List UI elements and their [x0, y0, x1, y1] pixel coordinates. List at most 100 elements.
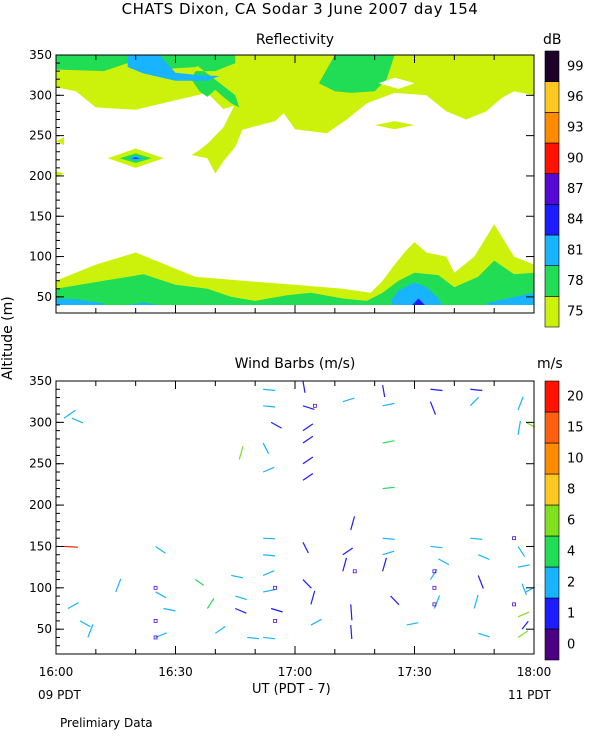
wind-colorbar-label: 15	[567, 421, 584, 436]
wind-colorbar-label: 1	[567, 607, 575, 622]
wind-colorbar-label: 2	[567, 576, 575, 591]
wind-barb	[63, 409, 76, 419]
reflectivity-colorbar-label: 87	[567, 182, 584, 197]
reflectivity-colorbar-label: 78	[567, 274, 584, 289]
reflectivity-y-tick-label: 250	[29, 129, 52, 143]
reflectivity-colorbar-label: 93	[567, 121, 584, 136]
reflectivity-title: Reflectivity	[255, 32, 335, 48]
wind-barb	[310, 590, 316, 605]
reflectivity-contours	[56, 55, 534, 305]
wind-barb	[433, 595, 441, 609]
wind-barb	[263, 636, 276, 640]
x-tick-label: 17:30	[397, 665, 432, 679]
x-tick-label: 18:00	[517, 665, 552, 679]
wind-barb	[350, 516, 356, 531]
wind-barb	[247, 636, 260, 640]
reflectivity-y-tick-label: 50	[37, 290, 52, 304]
wind-barb	[115, 578, 122, 593]
wind-barb	[270, 421, 282, 429]
wind-barb	[382, 385, 386, 398]
wind-colorbar-swatch	[544, 628, 560, 661]
right-time-label: 11 PDT	[508, 688, 551, 702]
contour-78-topmid	[183, 55, 240, 108]
reflectivity-colorbar-swatch	[544, 50, 560, 82]
wind-barb	[342, 547, 354, 556]
wind-barb	[262, 442, 270, 454]
wind-barb	[87, 624, 94, 638]
wind-barb	[270, 607, 283, 613]
contour-75-mid-band	[235, 55, 303, 132]
wind-barbs-title: Wind Barbs (m/s)	[234, 356, 356, 372]
wind-barb	[382, 440, 395, 444]
reflectivity-colorbar-swatch	[544, 204, 560, 236]
wind-colorbar-swatch	[544, 597, 560, 630]
contour-81-top	[127, 55, 220, 81]
wind-y-tick-label: 150	[29, 539, 52, 553]
wind-colorbar-label: 8	[567, 483, 575, 498]
reflectivity-colorbar-label: 96	[567, 90, 584, 105]
wind-barb	[473, 594, 479, 609]
contour-84-lower	[412, 298, 425, 305]
contour-81-lowermid	[127, 302, 158, 305]
wind-colorbar-swatch	[544, 566, 560, 599]
wind-barb	[350, 604, 353, 621]
wind-barb	[342, 557, 348, 572]
wind-barb	[517, 420, 521, 435]
calm-marker	[273, 585, 277, 590]
calm-marker	[153, 585, 158, 590]
wind-y-tick-label: 100	[29, 581, 52, 595]
left-time-label: 09 PDT	[38, 688, 81, 702]
wind-barb	[477, 575, 484, 589]
wind-barb	[238, 445, 244, 460]
contour-gap-white	[378, 77, 415, 89]
reflectivity-colorbar-label: 75	[567, 305, 584, 320]
reflectivity-y-tick-label: 100	[29, 250, 52, 264]
reflectivity-colorbar-swatch	[544, 234, 560, 266]
wind-frame	[55, 380, 535, 655]
wind-colorbar-label: 10	[567, 452, 584, 467]
wind-barb	[390, 595, 400, 606]
wind-barb	[302, 473, 314, 481]
wind-barb	[430, 388, 443, 392]
wind-barb	[235, 595, 247, 601]
calm-marker	[153, 635, 158, 640]
wind-barb	[517, 630, 529, 638]
wind-barb	[163, 607, 176, 612]
wind-colorbar-label: 6	[567, 514, 575, 529]
calm-marker	[512, 602, 516, 607]
calm-marker	[273, 619, 277, 623]
wind-barb	[382, 557, 387, 572]
wind-barb	[67, 602, 79, 610]
x-axis-label: UT (PDT - 7)	[252, 682, 331, 697]
reflectivity-y-tick-label: 300	[29, 88, 52, 102]
reflectivity-colorbar-label: 90	[567, 151, 584, 166]
wind-barb	[525, 421, 536, 428]
wind-barb	[263, 589, 276, 593]
reflectivity-colorbar-swatch	[544, 296, 560, 328]
wind-barb	[302, 423, 314, 432]
wind-barb	[302, 380, 306, 393]
wind-barb	[302, 456, 314, 465]
wind-barb	[521, 620, 529, 630]
wind-y-tick-label: 200	[29, 498, 52, 512]
wind-barb	[310, 618, 322, 626]
reflectivity-y-tick-label: 200	[29, 169, 52, 183]
footer-note: Prelimiary Data	[60, 716, 153, 730]
wind-colorbar-label: 20	[567, 390, 584, 405]
wind-colorbar-swatch	[544, 411, 560, 444]
calm-marker	[352, 569, 357, 574]
contour-84-diamond	[131, 157, 140, 159]
wind-colorbar-label: 0	[567, 638, 575, 653]
wind-colorbar-swatch	[544, 442, 560, 475]
calm-marker	[512, 536, 516, 541]
wind-barb	[63, 545, 78, 548]
reflectivity-y-tick-label: 150	[29, 209, 52, 223]
wind-barb	[206, 598, 215, 609]
reflectivity-colorbar-swatch	[544, 265, 560, 297]
wind-barb	[302, 435, 314, 444]
wind-barb	[517, 396, 524, 411]
wind-y-tick-label: 350	[29, 374, 52, 388]
calm-marker	[313, 403, 317, 408]
calm-marker	[153, 619, 158, 623]
